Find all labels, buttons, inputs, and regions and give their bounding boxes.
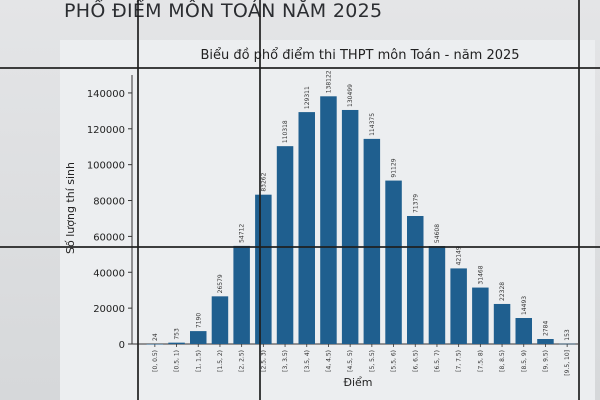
y-tick-label: 100000	[87, 161, 125, 172]
slide-title: PHỔ ĐIỂM MÔN TOÁN NĂM 2025	[64, 0, 383, 22]
x-tick-label: [6, 6.5)	[412, 350, 419, 372]
x-tick-label: [1.5, 2)	[217, 350, 224, 372]
bar	[385, 180, 402, 344]
bar-value-label: 114375	[369, 113, 376, 136]
bar-value-label: 7190	[195, 313, 202, 328]
bar-value-label: 22328	[499, 282, 506, 301]
bar-value-label: 138122	[325, 70, 332, 93]
bar	[233, 245, 250, 344]
x-tick-label: [1, 1.5)	[195, 350, 202, 372]
bar-value-label: 129311	[304, 86, 311, 109]
bar	[190, 331, 207, 344]
bar	[493, 303, 511, 344]
bar-value-label: 130499	[347, 84, 354, 107]
bar-value-label: 91129	[391, 158, 398, 177]
chart-title: Biểu đồ phổ điểm thi THPT môn Toán - năm…	[200, 48, 519, 63]
y-tick-label: 80000	[93, 197, 125, 208]
bar-value-label: 153	[564, 329, 571, 341]
x-tick-label: [5.5, 6)	[391, 350, 398, 372]
y-tick-label: 0	[119, 340, 125, 351]
bar-value-label: 54712	[239, 224, 246, 243]
bar-value-label: 71379	[412, 194, 419, 213]
x-tick-label: [2, 2.5)	[239, 350, 246, 372]
x-tick-label: [0.5, 1)	[174, 350, 181, 372]
bar	[363, 138, 381, 344]
y-axis-label: Số lượng thí sinh	[64, 162, 77, 254]
x-tick-label: [4.5, 5)	[347, 350, 354, 372]
x-tick-label: [3, 3.5)	[282, 350, 289, 372]
y-tick-label: 120000	[87, 125, 125, 136]
bar	[298, 112, 315, 345]
x-tick-label: [9, 9.5)	[542, 350, 549, 372]
x-axis-label: Điểm	[343, 376, 372, 389]
y-tick-label: 20000	[93, 304, 125, 315]
x-tick-label: [3.5, 4)	[304, 350, 311, 372]
x-tick-label: [8.5, 9)	[521, 350, 528, 372]
bar	[168, 342, 185, 344]
bar-value-label: 42149	[456, 246, 463, 265]
bar	[450, 268, 467, 344]
frame-line-middle	[0, 246, 600, 248]
bar	[558, 343, 576, 345]
bar	[515, 318, 532, 344]
bar-value-label: 54608	[434, 224, 441, 243]
bar-value-label: 83262	[260, 172, 267, 191]
frame-line-center	[259, 0, 261, 400]
bar-value-label: 2784	[542, 321, 549, 336]
bar-value-label: 753	[174, 328, 181, 340]
frame-line-right	[578, 0, 580, 400]
x-tick-label: [7.5, 8)	[477, 350, 484, 372]
bar	[146, 343, 164, 345]
bar-value-label: 24	[152, 333, 159, 341]
frame-line-left	[137, 0, 139, 400]
bar	[341, 109, 359, 344]
bar	[320, 96, 337, 345]
bar	[472, 287, 489, 344]
bar-value-label: 110318	[282, 120, 289, 143]
bar	[407, 215, 424, 344]
x-tick-label: [7, 7.5)	[456, 350, 463, 372]
x-tick-label: [2.5, 3)	[260, 350, 267, 372]
bar-value-label: 26579	[217, 274, 224, 293]
y-tick-label: 60000	[93, 232, 125, 243]
bar	[255, 194, 272, 344]
x-tick-label: [4, 4.5)	[325, 350, 332, 372]
bar	[276, 146, 294, 344]
x-tick-label: [5, 5.5)	[369, 350, 376, 372]
x-tick-label: [6.5, 7)	[434, 350, 441, 372]
x-tick-label: [8, 8.5)	[499, 350, 506, 372]
y-tick-label: 40000	[93, 268, 125, 279]
y-tick-label: 140000	[87, 89, 125, 100]
bar	[211, 296, 229, 344]
x-tick-label: [0, 0.5)	[152, 350, 159, 372]
bar	[537, 339, 554, 344]
bar	[428, 246, 446, 344]
x-tick-label: [9.5, 10]	[564, 350, 571, 376]
bar-value-label: 31468	[477, 265, 484, 284]
bar-value-label: 14493	[521, 296, 528, 315]
frame-line-top	[0, 67, 600, 69]
